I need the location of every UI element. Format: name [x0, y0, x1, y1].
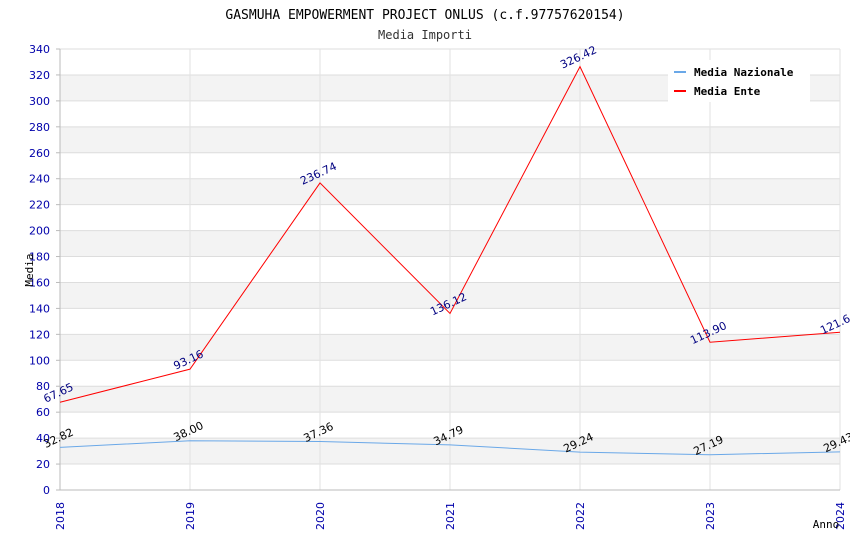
- chart-title: GASMUHA EMPOWERMENT PROJECT ONLUS (c.f.9…: [225, 8, 624, 23]
- y-tick-label: 80: [36, 380, 50, 393]
- y-tick-label: 180: [29, 251, 50, 264]
- y-tick-label: 300: [29, 95, 50, 108]
- y-tick-label: 60: [36, 406, 50, 419]
- series: [59, 65, 841, 456]
- y-tick-label: 120: [29, 328, 50, 341]
- y-tick-label: 280: [29, 121, 50, 134]
- y-tick-label: 140: [29, 302, 50, 315]
- y-tick-label: 0: [43, 484, 50, 497]
- grid: [59, 48, 841, 491]
- y-axis-label: Media: [23, 253, 36, 286]
- legend-label: Media Ente: [694, 85, 761, 98]
- x-tick-label: 2020: [314, 502, 327, 530]
- y-tick-label: 160: [29, 276, 50, 289]
- series-line-1: [59, 65, 841, 403]
- axes: 0 20 40 60 80 100 120 140 160 180 200 220 240 260 280 3…: [29, 43, 847, 530]
- x-tick-label: 2018: [54, 502, 67, 530]
- legend-label: Media Nazionale: [694, 66, 794, 79]
- x-axis-label: Anno: [813, 518, 840, 531]
- y-tick-label: 340: [29, 43, 50, 56]
- x-tick-label: 2021: [444, 502, 457, 530]
- x-tick-label: 2019: [184, 502, 197, 530]
- y-tick-label: 200: [29, 225, 50, 238]
- legend-box: [668, 60, 810, 102]
- legend: Media Nazionale Media Ente: [668, 60, 810, 102]
- x-tick-label: 2023: [704, 502, 717, 530]
- series-line-0: [59, 440, 841, 456]
- y-tick-label: 20: [36, 458, 50, 471]
- y-tick-label: 100: [29, 354, 50, 367]
- y-tick-label: 240: [29, 173, 50, 186]
- y-tick-label: 320: [29, 69, 50, 82]
- chart-subtitle: Media Importi: [378, 28, 472, 42]
- y-tick-label: 260: [29, 147, 50, 160]
- x-tick-label: 2022: [574, 502, 587, 530]
- y-tick-label: 220: [29, 199, 50, 212]
- y-tick-label: 40: [36, 432, 50, 445]
- x-tick-label: 2024: [834, 502, 847, 530]
